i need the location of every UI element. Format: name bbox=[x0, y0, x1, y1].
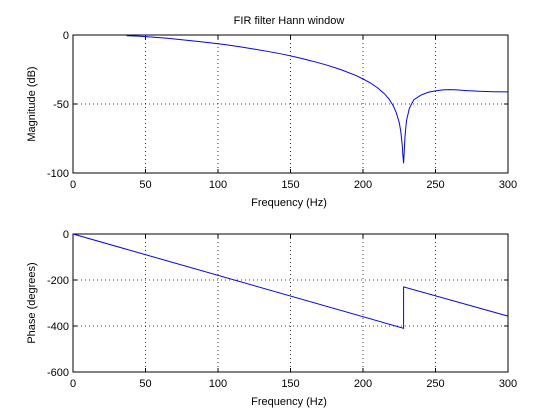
phase-x-tick-labels: 0 50 100 150 200 250 300 bbox=[70, 378, 517, 390]
magnitude-x-axis-label: Frequency (Hz) bbox=[251, 197, 327, 209]
magnitude-series-line bbox=[126, 35, 509, 164]
magnitude-series bbox=[126, 35, 509, 164]
phase-series bbox=[72, 233, 509, 329]
phase-x-tick-label: 100 bbox=[209, 378, 227, 390]
phase-series-line bbox=[72, 233, 509, 329]
magnitude-x-tick-label: 100 bbox=[209, 179, 227, 191]
phase-y-axis-label: Phase (degrees) bbox=[26, 262, 38, 343]
phase-y-tick-label: -600 bbox=[47, 367, 69, 379]
phase-x-tick-label: 150 bbox=[281, 378, 299, 390]
chart-title: FIR filter Hann window bbox=[234, 15, 345, 27]
phase-x-tick-label: 200 bbox=[354, 378, 372, 390]
magnitude-ticks bbox=[72, 34, 509, 174]
magnitude-gridlines bbox=[73, 35, 508, 173]
magnitude-x-tick-label: 0 bbox=[70, 179, 76, 191]
phase-plot: 0 50 100 150 200 250 300 -600 -400 -200 … bbox=[26, 229, 517, 408]
phase-y-tick-label: -200 bbox=[47, 275, 69, 287]
phase-y-tick-label: -400 bbox=[47, 321, 69, 333]
magnitude-y-axis-label: Magnitude (dB) bbox=[26, 66, 38, 141]
magnitude-x-tick-label: 50 bbox=[139, 179, 151, 191]
magnitude-x-tick-labels: 0 50 100 150 200 250 300 bbox=[70, 179, 517, 191]
phase-x-axis-label: Frequency (Hz) bbox=[251, 396, 327, 408]
magnitude-x-tick-label: 250 bbox=[426, 179, 444, 191]
magnitude-y-tick-label: 0 bbox=[63, 30, 69, 42]
magnitude-x-tick-label: 200 bbox=[354, 179, 372, 191]
phase-x-tick-label: 50 bbox=[139, 378, 151, 390]
magnitude-plot: FIR filter Hann window 0 50 100 150 200 … bbox=[26, 15, 517, 209]
phase-x-tick-label: 0 bbox=[70, 378, 76, 390]
magnitude-x-tick-label: 150 bbox=[281, 179, 299, 191]
phase-x-tick-label: 300 bbox=[499, 378, 517, 390]
phase-gridlines bbox=[73, 234, 508, 372]
magnitude-y-tick-label: -50 bbox=[53, 99, 69, 111]
magnitude-y-tick-labels: -100 -50 0 bbox=[47, 30, 69, 180]
phase-ticks bbox=[72, 233, 509, 373]
phase-y-tick-labels: -600 -400 -200 0 bbox=[47, 229, 69, 379]
phase-x-tick-label: 250 bbox=[426, 378, 444, 390]
magnitude-x-tick-label: 300 bbox=[499, 179, 517, 191]
phase-y-tick-label: 0 bbox=[63, 229, 69, 241]
magnitude-y-tick-label: -100 bbox=[47, 168, 69, 180]
